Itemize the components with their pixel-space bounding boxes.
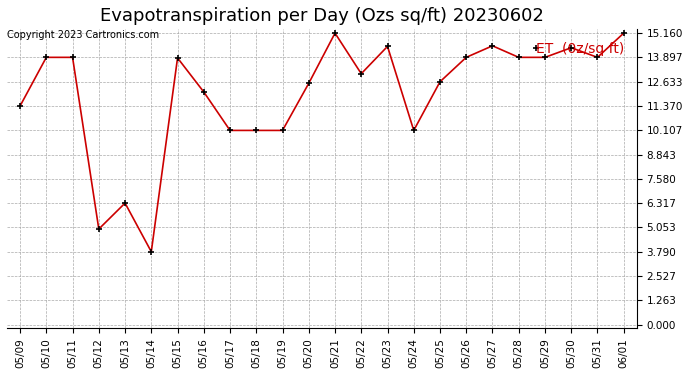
ET  (0z/sq ft) — [304, 81, 313, 86]
Text: Copyright 2023 Cartronics.com: Copyright 2023 Cartronics.com — [7, 30, 159, 39]
ET  (0z/sq ft) — [252, 128, 260, 133]
ET  (0z/sq ft) — [16, 104, 24, 108]
Legend: ET  (0z/sq ft): ET (0z/sq ft) — [531, 36, 630, 62]
ET  (0z/sq ft) — [147, 249, 155, 254]
ET  (0z/sq ft) — [331, 31, 339, 35]
ET  (0z/sq ft) — [410, 128, 418, 133]
ET  (0z/sq ft) — [462, 55, 471, 60]
ET  (0z/sq ft) — [384, 44, 392, 49]
ET  (0z/sq ft) — [357, 72, 366, 76]
ET  (0z/sq ft) — [226, 128, 234, 133]
Title: Evapotranspiration per Day (Ozs sq/ft) 20230602: Evapotranspiration per Day (Ozs sq/ft) 2… — [100, 7, 544, 25]
ET  (0z/sq ft) — [95, 227, 103, 231]
ET  (0z/sq ft) — [68, 55, 77, 60]
ET  (0z/sq ft) — [567, 45, 575, 50]
ET  (0z/sq ft) — [436, 80, 444, 84]
Line: ET  (0z/sq ft): ET (0z/sq ft) — [17, 30, 627, 255]
ET  (0z/sq ft) — [620, 31, 628, 35]
ET  (0z/sq ft) — [173, 56, 181, 60]
ET  (0z/sq ft) — [42, 55, 50, 60]
ET  (0z/sq ft) — [278, 128, 286, 133]
ET  (0z/sq ft) — [121, 201, 129, 206]
ET  (0z/sq ft) — [199, 90, 208, 94]
ET  (0z/sq ft) — [489, 44, 497, 48]
ET  (0z/sq ft) — [593, 55, 602, 60]
ET  (0z/sq ft) — [515, 55, 523, 60]
ET  (0z/sq ft) — [541, 55, 549, 60]
